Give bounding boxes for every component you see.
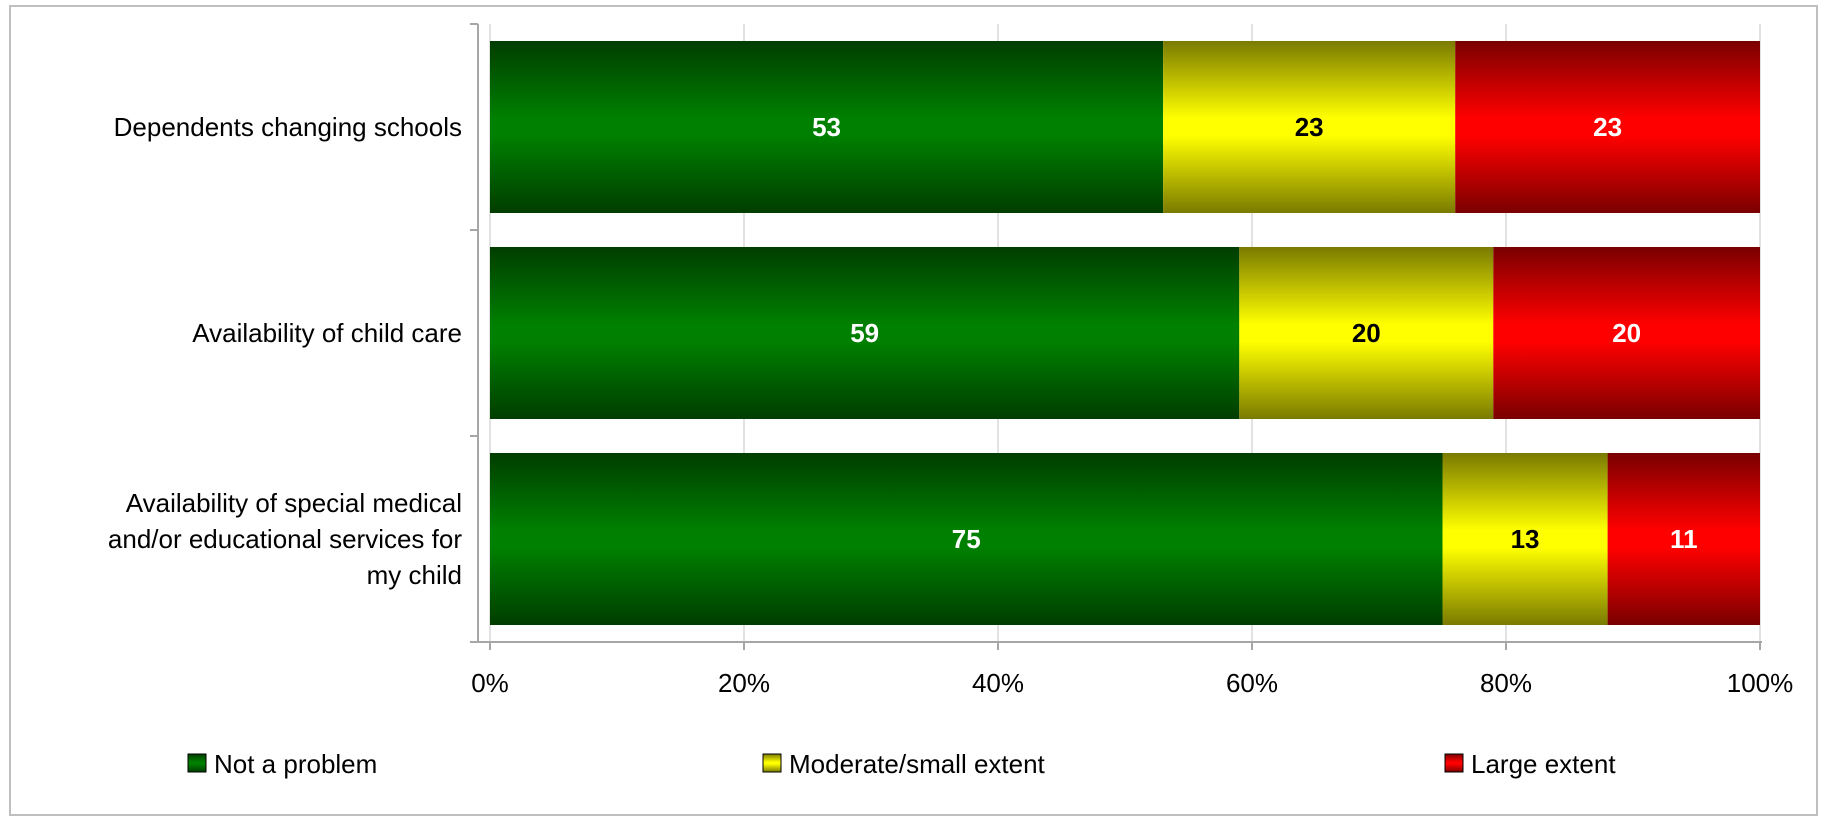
x-tick-label: 80% bbox=[1480, 668, 1532, 698]
bar-segment bbox=[490, 247, 1240, 419]
bar-segment bbox=[490, 41, 1164, 213]
bar-segment bbox=[1442, 453, 1608, 625]
x-tick-label: 0% bbox=[471, 668, 509, 698]
data-label: 20 bbox=[1352, 318, 1381, 348]
x-tick-label: 40% bbox=[972, 668, 1024, 698]
legend-label: Not a problem bbox=[214, 749, 377, 779]
legend-label: Moderate/small extent bbox=[789, 749, 1046, 779]
x-tick-label: 60% bbox=[1226, 668, 1278, 698]
data-label: 13 bbox=[1511, 524, 1540, 554]
data-label: 11 bbox=[1670, 524, 1698, 554]
data-label: 59 bbox=[850, 318, 879, 348]
axes bbox=[470, 23, 1762, 650]
category-label: and/or educational services for bbox=[108, 524, 462, 554]
data-label: 23 bbox=[1295, 112, 1324, 142]
data-label: 20 bbox=[1612, 318, 1641, 348]
x-tick-label: 100% bbox=[1727, 668, 1794, 698]
labels: 0% 20% 40% 60% 80% 100% 53 23 23 Dependents chang… bbox=[108, 112, 1793, 698]
bar-segment bbox=[1239, 247, 1494, 419]
bars bbox=[490, 41, 1760, 625]
category-label: Dependents changing schools bbox=[114, 112, 462, 142]
bar-segment bbox=[1163, 41, 1456, 213]
data-label: 75 bbox=[952, 524, 981, 554]
data-label: 53 bbox=[812, 112, 841, 142]
bar-segment bbox=[1607, 453, 1760, 625]
legend-label: Large extent bbox=[1471, 749, 1616, 779]
category-label: Availability of special medical bbox=[126, 488, 462, 518]
legend-swatch bbox=[187, 753, 207, 773]
category-label: Availability of child care bbox=[192, 318, 462, 348]
legend: Not a problem Moderate/small extent Large … bbox=[187, 749, 1616, 779]
legend-swatch bbox=[762, 753, 782, 773]
x-tick-label: 20% bbox=[718, 668, 770, 698]
category-label: my child bbox=[367, 560, 462, 590]
data-label: 23 bbox=[1593, 112, 1622, 142]
bar-segment bbox=[1455, 41, 1760, 213]
legend-swatch bbox=[1444, 753, 1464, 773]
bar-segment bbox=[490, 453, 1443, 625]
bar-segment bbox=[1493, 247, 1760, 419]
